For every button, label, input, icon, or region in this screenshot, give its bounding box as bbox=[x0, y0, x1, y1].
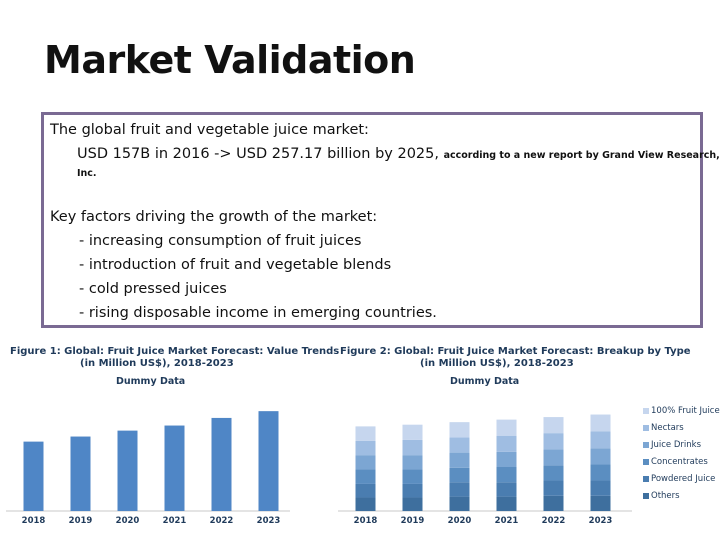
segment-nectars-2018 bbox=[355, 440, 376, 456]
factor-item: - cold pressed juices bbox=[79, 281, 227, 297]
figure-2-subtitle: (in Million US$), 2018-2023 bbox=[420, 358, 574, 369]
segment-powdered-juice-2022 bbox=[543, 480, 564, 496]
x-tick-label: 2021 bbox=[163, 516, 187, 526]
x-tick-label: 2023 bbox=[257, 516, 281, 526]
legend-item: Juice Drinks bbox=[643, 436, 720, 453]
segment-concentrates-2018 bbox=[355, 469, 376, 484]
bar-2019 bbox=[70, 436, 91, 511]
x-tick-label: 2018 bbox=[354, 516, 378, 526]
x-tick-label: 2019 bbox=[69, 516, 93, 526]
legend-swatch bbox=[643, 407, 649, 414]
segment-nectars-2023 bbox=[590, 431, 611, 449]
segment-concentrates-2021 bbox=[496, 467, 517, 483]
segment-nectars-2020 bbox=[449, 437, 470, 453]
legend-label: Powdered Juice bbox=[651, 473, 716, 484]
segment-nectars-2022 bbox=[543, 433, 564, 450]
legend-swatch bbox=[643, 492, 649, 499]
legend-label: Juice Drinks bbox=[651, 439, 701, 450]
type-breakup-chart: 2018 2019 2020 2021 2022 2023 bbox=[338, 414, 632, 526]
segment-100-fruit-juice-2019 bbox=[402, 424, 423, 440]
legend-item: Concentrates bbox=[643, 453, 720, 470]
factor-item: - rising disposable income in emerging c… bbox=[79, 305, 437, 321]
bar-2020 bbox=[117, 430, 138, 511]
slide-title: Market Validation bbox=[44, 38, 416, 82]
segment-100-fruit-juice-2021 bbox=[496, 419, 517, 436]
segment-juice-drinks-2021 bbox=[496, 451, 517, 467]
segment-nectars-2021 bbox=[496, 435, 517, 452]
x-tick-label: 2021 bbox=[495, 516, 519, 526]
factor-item: - increasing consumption of fruit juices bbox=[79, 233, 362, 249]
legend-swatch bbox=[643, 475, 649, 482]
segment-juice-drinks-2023 bbox=[590, 448, 611, 465]
legend-item: Others bbox=[643, 487, 720, 504]
market-summary-box: The global fruit and vegetable juice mar… bbox=[41, 112, 720, 328]
report-source-text-cont: Inc. bbox=[77, 168, 97, 179]
figure-1-subtitle: (in Million US$), 2018-2023 bbox=[80, 358, 234, 369]
segment-100-fruit-juice-2023 bbox=[590, 414, 611, 432]
factor-item: - introduction of fruit and vegetable bl… bbox=[79, 257, 392, 273]
legend-item: 100% Fruit Juice bbox=[643, 402, 720, 419]
bar-2023 bbox=[258, 411, 279, 511]
figure-1-note: Dummy Data bbox=[116, 376, 186, 387]
segment-others-2023 bbox=[590, 495, 611, 511]
segment-juice-drinks-2020 bbox=[449, 452, 470, 468]
x-tick-label: 2018 bbox=[22, 516, 46, 526]
segment-powdered-juice-2023 bbox=[590, 480, 611, 496]
x-tick-label: 2020 bbox=[448, 516, 472, 526]
segment-100-fruit-juice-2022 bbox=[543, 417, 564, 434]
segment-juice-drinks-2019 bbox=[402, 455, 423, 470]
segment-juice-drinks-2022 bbox=[543, 449, 564, 466]
x-tick-label: 2020 bbox=[116, 516, 140, 526]
segment-100-fruit-juice-2020 bbox=[449, 422, 470, 438]
segment-concentrates-2022 bbox=[543, 465, 564, 481]
legend-label: 100% Fruit Juice bbox=[651, 405, 720, 416]
market-growth-text: USD 157B in 2016 -> USD 257.17 billion b… bbox=[77, 146, 439, 162]
figure-1-title: Figure 1: Global: Fruit Juice Market For… bbox=[10, 346, 340, 357]
bar-2018 bbox=[23, 441, 44, 511]
segment-others-2022 bbox=[543, 495, 564, 511]
report-source-text: according to a new report by Grand View … bbox=[443, 150, 720, 161]
legend-swatch bbox=[643, 424, 649, 431]
segment-powdered-juice-2020 bbox=[449, 482, 470, 497]
legend-label: Others bbox=[651, 490, 680, 501]
legend-label: Concentrates bbox=[651, 456, 708, 467]
segment-juice-drinks-2018 bbox=[355, 455, 376, 470]
x-tick-label: 2022 bbox=[210, 516, 234, 526]
figure-2-note: Dummy Data bbox=[450, 376, 520, 387]
legend-swatch bbox=[643, 458, 649, 465]
segment-powdered-juice-2019 bbox=[402, 483, 423, 498]
segment-concentrates-2019 bbox=[402, 469, 423, 484]
segment-powdered-juice-2018 bbox=[355, 483, 376, 498]
key-factors-heading: Key factors driving the growth of the ma… bbox=[50, 209, 378, 225]
segment-others-2021 bbox=[496, 496, 517, 511]
x-tick-label: 2022 bbox=[542, 516, 566, 526]
segment-others-2018 bbox=[355, 497, 376, 511]
x-tick-label: 2023 bbox=[589, 516, 613, 526]
market-line-1: The global fruit and vegetable juice mar… bbox=[50, 122, 369, 138]
legend-label: Nectars bbox=[651, 422, 684, 433]
segment-others-2020 bbox=[449, 496, 470, 511]
bar-2022 bbox=[211, 417, 232, 511]
segment-concentrates-2023 bbox=[590, 464, 611, 481]
legend-item: Nectars bbox=[643, 419, 720, 436]
segment-others-2019 bbox=[402, 497, 423, 511]
segment-100-fruit-juice-2018 bbox=[355, 426, 376, 441]
market-line-2: USD 157B in 2016 -> USD 257.17 billion b… bbox=[77, 146, 720, 162]
legend-swatch bbox=[643, 441, 649, 448]
x-tick-label: 2019 bbox=[401, 516, 425, 526]
value-trends-chart: 2018 2019 2020 2021 2022 2023 bbox=[6, 411, 290, 526]
segment-concentrates-2020 bbox=[449, 467, 470, 483]
segment-nectars-2019 bbox=[402, 439, 423, 456]
segment-powdered-juice-2021 bbox=[496, 482, 517, 497]
figure-2-title: Figure 2: Global: Fruit Juice Market For… bbox=[340, 346, 691, 357]
bar-2021 bbox=[164, 425, 185, 511]
type-breakup-legend: 100% Fruit Juice Nectars Juice Drinks Conce… bbox=[643, 402, 720, 504]
legend-item: Powdered Juice bbox=[643, 470, 720, 487]
